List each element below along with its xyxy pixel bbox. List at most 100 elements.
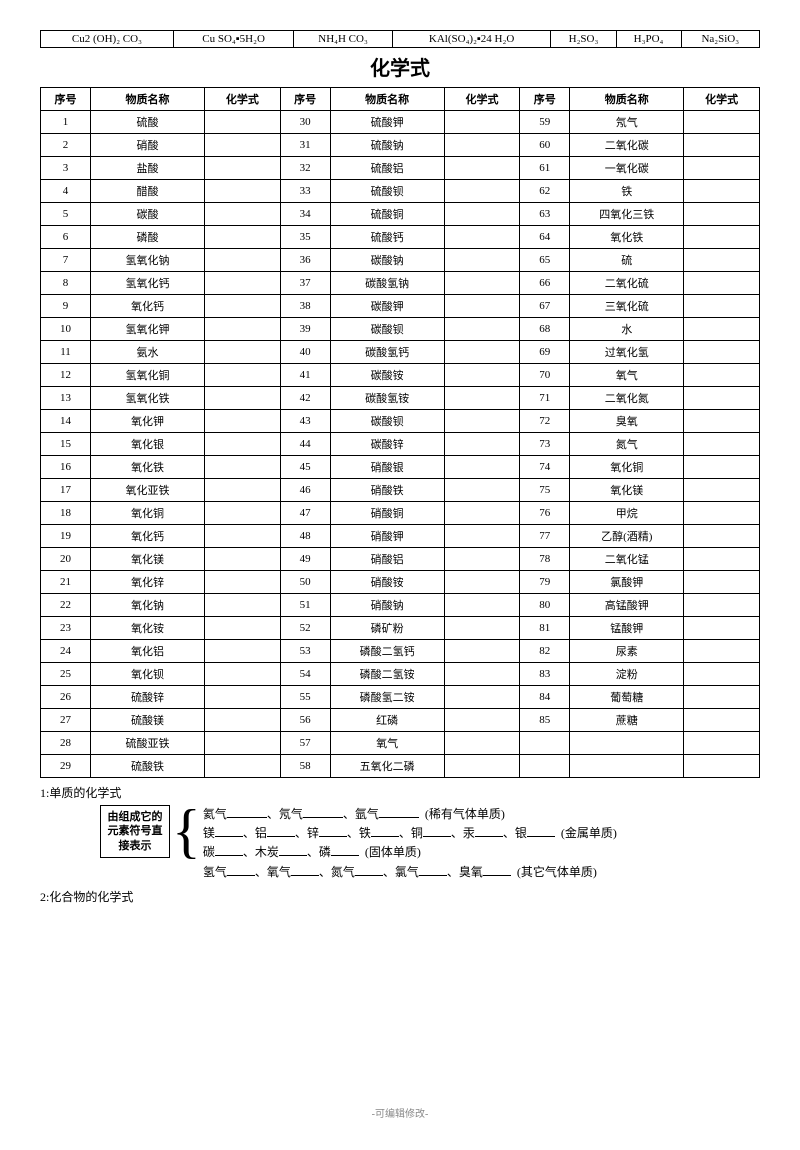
table-cell: 34 bbox=[280, 203, 330, 226]
table-row: 6磷酸35硫酸钙64氧化铁 bbox=[41, 226, 760, 249]
table-cell bbox=[684, 410, 760, 433]
table-cell: 5 bbox=[41, 203, 91, 226]
table-cell: 红磷 bbox=[330, 709, 444, 732]
table-cell: 碳酸 bbox=[90, 203, 204, 226]
table-cell: 22 bbox=[41, 594, 91, 617]
table-cell: 碳酸钠 bbox=[330, 249, 444, 272]
table-cell bbox=[684, 525, 760, 548]
table-cell: 铁 bbox=[570, 180, 684, 203]
table-cell bbox=[444, 433, 520, 456]
table-row: 21氧化锌50硝酸铵79氯酸钾 bbox=[41, 571, 760, 594]
table-cell: 36 bbox=[280, 249, 330, 272]
top-formula-row: Cu2 (OH)₂ CO₃Cu SO₄▪5H₂ONH₄H CO₃KAl(SO₄)… bbox=[40, 30, 760, 48]
table-cell: 73 bbox=[520, 433, 570, 456]
table-cell bbox=[205, 617, 281, 640]
table-cell bbox=[444, 341, 520, 364]
exercise-line: 碳、木炭、磷(固体单质) bbox=[203, 843, 617, 862]
table-cell: 氮气 bbox=[570, 433, 684, 456]
table-row: 28硫酸亚铁57氧气 bbox=[41, 732, 760, 755]
table-cell bbox=[684, 732, 760, 755]
table-cell: 尿素 bbox=[570, 640, 684, 663]
table-cell: 70 bbox=[520, 364, 570, 387]
table-cell bbox=[205, 180, 281, 203]
table-cell: 硫酸镁 bbox=[90, 709, 204, 732]
table-cell: 61 bbox=[520, 157, 570, 180]
table-cell: 40 bbox=[280, 341, 330, 364]
table-cell: 32 bbox=[280, 157, 330, 180]
column-header: 物质名称 bbox=[90, 88, 204, 111]
table-cell bbox=[684, 433, 760, 456]
table-cell bbox=[205, 134, 281, 157]
table-cell bbox=[684, 295, 760, 318]
table-cell: 碳酸氢铵 bbox=[330, 387, 444, 410]
table-cell: 38 bbox=[280, 295, 330, 318]
table-row: 16氧化铁45硝酸银74氧化铜 bbox=[41, 456, 760, 479]
table-cell: 43 bbox=[280, 410, 330, 433]
table-cell: 30 bbox=[280, 111, 330, 134]
table-cell bbox=[205, 732, 281, 755]
table-row: 22氧化钠51硝酸钠80高锰酸钾 bbox=[41, 594, 760, 617]
table-cell: 氧化铁 bbox=[570, 226, 684, 249]
table-cell: 二氧化碳 bbox=[570, 134, 684, 157]
table-cell: 66 bbox=[520, 272, 570, 295]
table-cell bbox=[684, 318, 760, 341]
table-cell bbox=[205, 203, 281, 226]
table-cell bbox=[205, 364, 281, 387]
column-header: 物质名称 bbox=[570, 88, 684, 111]
table-cell: 47 bbox=[280, 502, 330, 525]
table-cell bbox=[684, 180, 760, 203]
table-cell: 硫酸锌 bbox=[90, 686, 204, 709]
table-cell bbox=[444, 364, 520, 387]
table-row: 5碳酸34硫酸铜63四氧化三铁 bbox=[41, 203, 760, 226]
table-cell: 碳酸氢钠 bbox=[330, 272, 444, 295]
table-cell: 氧化锌 bbox=[90, 571, 204, 594]
table-cell bbox=[684, 134, 760, 157]
table-cell bbox=[684, 157, 760, 180]
table-cell bbox=[444, 226, 520, 249]
table-cell: 27 bbox=[41, 709, 91, 732]
table-cell: 氧化铜 bbox=[90, 502, 204, 525]
table-cell bbox=[444, 709, 520, 732]
table-cell: 31 bbox=[280, 134, 330, 157]
table-row: 13氢氧化铁42碳酸氢铵71二氧化氮 bbox=[41, 387, 760, 410]
table-row: 26硫酸锌55磷酸氢二铵84葡萄糖 bbox=[41, 686, 760, 709]
table-cell bbox=[444, 387, 520, 410]
table-cell: 硫酸钙 bbox=[330, 226, 444, 249]
table-cell: 4 bbox=[41, 180, 91, 203]
table-cell: 氧化钡 bbox=[90, 663, 204, 686]
table-cell bbox=[205, 111, 281, 134]
table-cell bbox=[205, 295, 281, 318]
table-cell: 硫酸钠 bbox=[330, 134, 444, 157]
table-cell bbox=[520, 755, 570, 778]
table-cell: 硝酸 bbox=[90, 134, 204, 157]
table-cell: 13 bbox=[41, 387, 91, 410]
table-cell bbox=[205, 318, 281, 341]
footer-text: -可编辑修改- bbox=[40, 1105, 760, 1120]
table-cell: 21 bbox=[41, 571, 91, 594]
table-row: 3盐酸32硫酸铝61一氧化碳 bbox=[41, 157, 760, 180]
table-row: 19氧化钙48硝酸钾77乙醇(酒精) bbox=[41, 525, 760, 548]
table-row: 4醋酸33硫酸钡62铁 bbox=[41, 180, 760, 203]
table-row: 27硫酸镁56红磷85蔗糖 bbox=[41, 709, 760, 732]
table-cell: 56 bbox=[280, 709, 330, 732]
table-cell: 53 bbox=[280, 640, 330, 663]
table-cell bbox=[205, 548, 281, 571]
table-row: 24氧化铝53磷酸二氢钙82尿素 bbox=[41, 640, 760, 663]
table-cell: 硫酸钡 bbox=[330, 180, 444, 203]
table-cell bbox=[444, 203, 520, 226]
table-cell bbox=[444, 111, 520, 134]
table-cell: 盐酸 bbox=[90, 157, 204, 180]
table-cell bbox=[205, 502, 281, 525]
table-cell bbox=[205, 594, 281, 617]
table-cell: 29 bbox=[41, 755, 91, 778]
table-cell bbox=[684, 272, 760, 295]
bracket-icon: { bbox=[172, 801, 201, 861]
table-cell bbox=[684, 755, 760, 778]
table-cell: 84 bbox=[520, 686, 570, 709]
section-2-label: 2:化合物的化学式 bbox=[40, 888, 760, 905]
table-cell bbox=[444, 663, 520, 686]
table-cell bbox=[205, 640, 281, 663]
table-cell bbox=[684, 502, 760, 525]
table-cell: 48 bbox=[280, 525, 330, 548]
table-cell: 71 bbox=[520, 387, 570, 410]
